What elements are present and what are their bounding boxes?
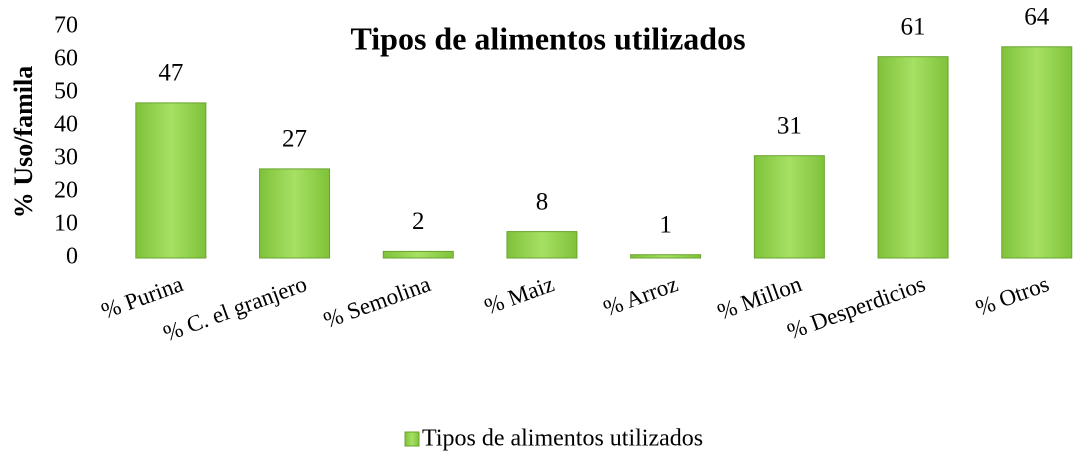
x-tick-label: % Desperdicios [784, 271, 929, 344]
bar [135, 102, 207, 259]
bar [382, 250, 454, 259]
bar [1001, 46, 1073, 259]
data-label: 27 [282, 126, 307, 153]
legend-swatch [404, 431, 420, 447]
bar [630, 254, 702, 259]
y-tick-label: 10 [54, 211, 78, 237]
bar [506, 231, 578, 259]
x-tick-label: % Semolina [320, 271, 434, 333]
y-tick-label: 40 [54, 112, 78, 138]
data-label: 61 [901, 13, 926, 40]
chart-title: Tipos de alimentos utilizados [350, 20, 745, 56]
y-tick-label: 0 [66, 244, 78, 270]
x-tick-label: % Millon [714, 271, 805, 325]
bar [877, 56, 949, 259]
x-tick-label: % Maiz [481, 271, 557, 319]
y-axis-label: % Uso/famila [9, 66, 38, 218]
data-label: 2 [412, 208, 425, 235]
data-label: 31 [777, 112, 802, 139]
bar [753, 155, 825, 259]
data-label: 47 [158, 60, 183, 87]
data-label: 64 [1024, 4, 1050, 31]
y-tick-label: 60 [54, 46, 78, 72]
x-tick-label: % Otros [972, 271, 1052, 321]
y-tick-label: 30 [54, 145, 78, 171]
data-label: 1 [659, 211, 672, 238]
data-label: 8 [536, 188, 549, 215]
legend-label: Tipos de alimentos utilizados [422, 426, 703, 452]
y-tick-label: 20 [54, 178, 78, 204]
x-tick-label: % Purina [98, 271, 186, 324]
y-tick-label: 70 [54, 13, 78, 39]
y-tick-label: 50 [54, 79, 78, 105]
x-tick-label: % Arroz [600, 271, 681, 321]
bar [259, 168, 331, 259]
x-tick-label: % C. el granjero [160, 271, 310, 346]
